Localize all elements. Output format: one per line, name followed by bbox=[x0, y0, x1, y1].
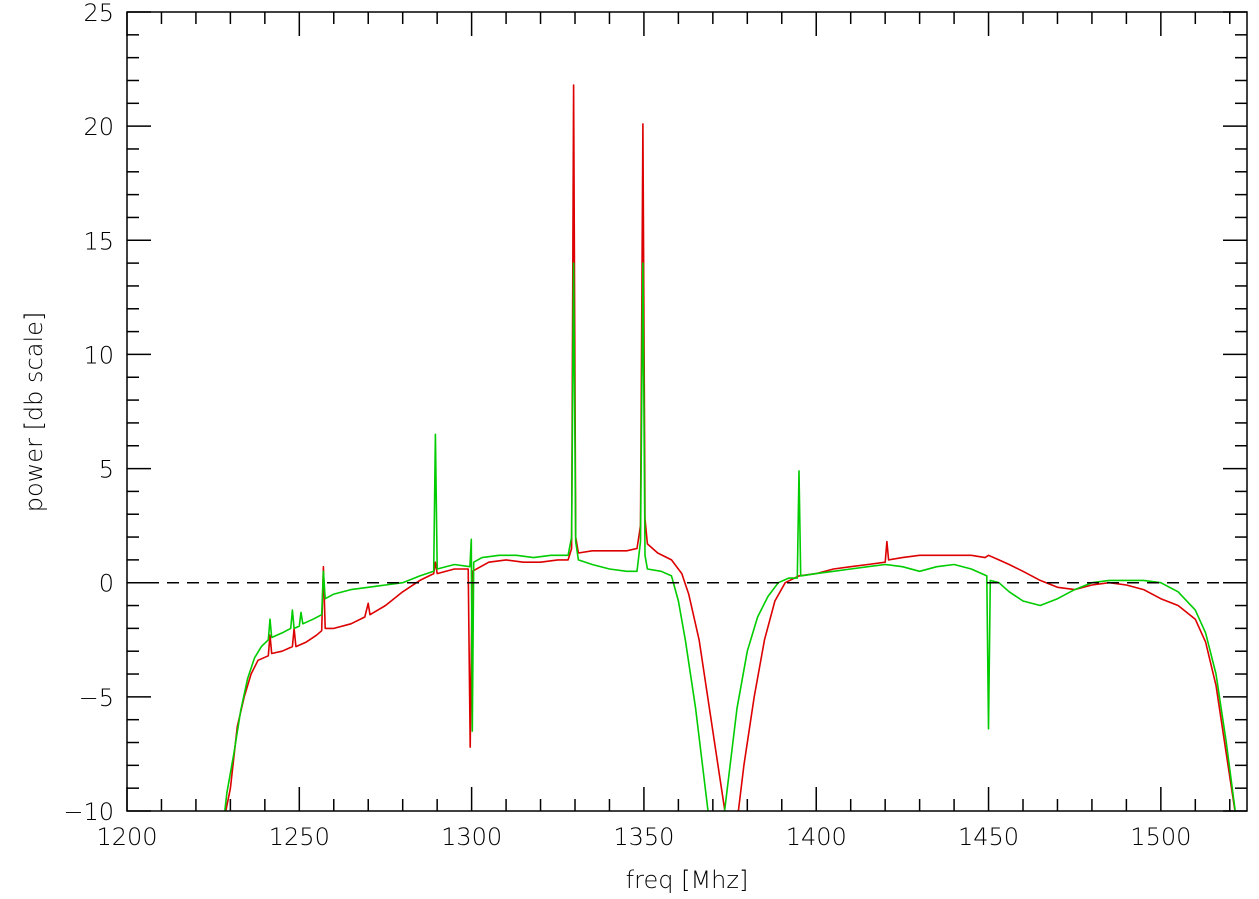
y-tick-label: 10 bbox=[83, 341, 114, 369]
ticks-layer bbox=[126, 11, 1247, 812]
x-tick-label: 1500 bbox=[1130, 823, 1191, 851]
series-line-1 bbox=[224, 84, 1236, 811]
x-tick-label: 1400 bbox=[786, 823, 847, 851]
y-tick-label: 15 bbox=[83, 227, 114, 255]
tick-labels-layer: 1200 1250 1300 1350 1400 1450 1500 −10 −5 0 5 10 15 2… bbox=[63, 0, 1191, 851]
y-tick-label: −10 bbox=[63, 798, 114, 826]
y-tick-label: 20 bbox=[83, 113, 114, 141]
y-tick-label: 0 bbox=[99, 570, 114, 598]
y-axis-title: power [db scale] bbox=[20, 312, 48, 512]
y-tick-label: 25 bbox=[83, 0, 114, 27]
x-tick-label: 1450 bbox=[958, 823, 1019, 851]
x-tick-label: 1350 bbox=[613, 823, 674, 851]
y-tick-label: −5 bbox=[79, 684, 114, 712]
x-tick-label: 1300 bbox=[441, 823, 502, 851]
plot-frame bbox=[126, 11, 1248, 812]
series-layer bbox=[223, 84, 1237, 811]
x-tick-label: 1200 bbox=[96, 823, 157, 851]
series-line-2 bbox=[223, 262, 1237, 811]
y-tick-label: 5 bbox=[99, 456, 114, 484]
x-axis-title: freq [Mhz] bbox=[626, 866, 749, 894]
x-tick-label: 1250 bbox=[269, 823, 330, 851]
